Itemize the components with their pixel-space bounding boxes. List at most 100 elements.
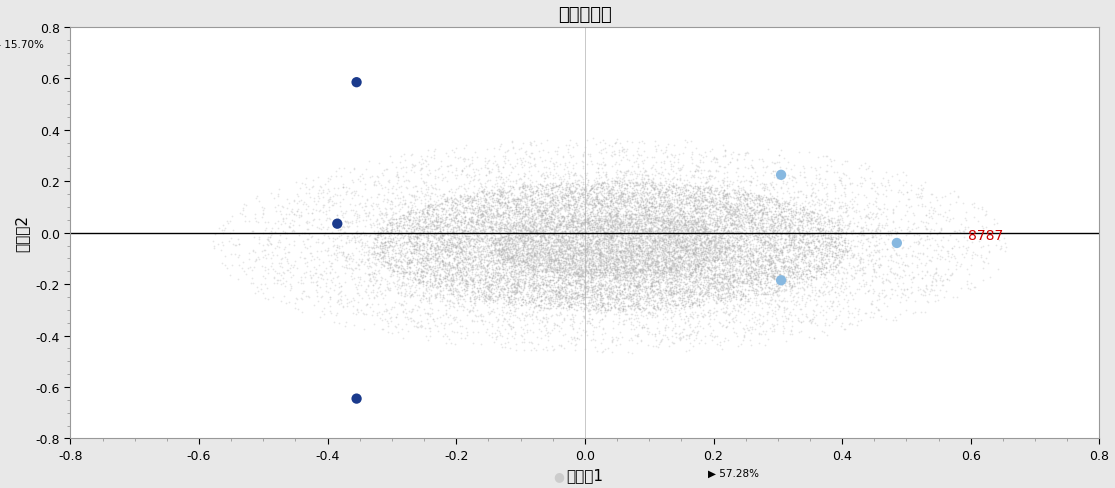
Point bbox=[715, 239, 733, 246]
Point bbox=[425, 272, 443, 280]
Point bbox=[501, 212, 518, 220]
Point bbox=[608, 271, 626, 279]
Point bbox=[448, 241, 466, 249]
Point bbox=[695, 292, 712, 300]
Point bbox=[450, 225, 468, 233]
Point bbox=[550, 236, 568, 244]
Point bbox=[643, 233, 661, 241]
Point bbox=[689, 264, 707, 271]
Point bbox=[607, 204, 624, 212]
Point bbox=[744, 286, 762, 294]
Point bbox=[676, 256, 694, 264]
Point bbox=[603, 272, 621, 280]
Point bbox=[762, 261, 779, 268]
Point bbox=[598, 264, 615, 272]
Point bbox=[598, 266, 615, 274]
Point bbox=[575, 220, 593, 227]
Point bbox=[580, 262, 598, 270]
Point bbox=[501, 161, 518, 168]
Point bbox=[850, 280, 867, 287]
Point bbox=[882, 265, 900, 273]
Point bbox=[558, 237, 575, 245]
Point bbox=[636, 283, 653, 291]
Point bbox=[590, 282, 608, 289]
Point bbox=[481, 168, 498, 176]
Point bbox=[537, 239, 555, 246]
Point bbox=[507, 155, 525, 163]
Point bbox=[389, 276, 407, 284]
Point bbox=[472, 286, 489, 294]
Point bbox=[779, 254, 797, 262]
Point bbox=[690, 218, 708, 226]
Point bbox=[659, 288, 677, 296]
Point bbox=[510, 196, 527, 203]
Point bbox=[764, 232, 782, 240]
Point bbox=[640, 224, 658, 232]
Point bbox=[896, 232, 914, 240]
Point bbox=[498, 265, 516, 273]
Point bbox=[756, 255, 774, 263]
Point bbox=[717, 190, 735, 198]
Point bbox=[792, 188, 809, 196]
Point bbox=[505, 284, 523, 291]
Point bbox=[397, 250, 415, 258]
Point bbox=[717, 289, 735, 297]
Point bbox=[712, 279, 730, 286]
Point bbox=[437, 273, 455, 281]
Point bbox=[495, 266, 513, 274]
Point bbox=[515, 238, 533, 246]
Point bbox=[786, 230, 804, 238]
Point bbox=[627, 206, 644, 214]
Point bbox=[525, 156, 543, 163]
Point bbox=[704, 232, 721, 240]
Point bbox=[802, 212, 820, 220]
Point bbox=[679, 227, 697, 235]
Point bbox=[491, 247, 508, 255]
Point bbox=[715, 259, 733, 267]
Point bbox=[609, 233, 627, 241]
Point bbox=[582, 277, 600, 285]
Point bbox=[479, 268, 497, 276]
Point bbox=[518, 213, 536, 221]
Point bbox=[644, 216, 662, 224]
Point bbox=[523, 222, 541, 229]
Point bbox=[655, 331, 672, 339]
Point bbox=[405, 248, 423, 256]
Point bbox=[517, 201, 535, 209]
Point bbox=[586, 239, 604, 246]
Point bbox=[578, 252, 595, 260]
Point bbox=[580, 177, 598, 184]
Point bbox=[735, 226, 753, 234]
Point bbox=[458, 171, 476, 179]
Point bbox=[582, 294, 600, 302]
Point bbox=[546, 214, 564, 222]
Point bbox=[472, 202, 489, 210]
Point bbox=[628, 237, 646, 245]
Point bbox=[414, 280, 432, 288]
Point bbox=[365, 222, 382, 229]
Point bbox=[471, 294, 488, 302]
Point bbox=[729, 208, 747, 216]
Point bbox=[607, 292, 624, 300]
Point bbox=[530, 188, 547, 196]
Point bbox=[426, 203, 444, 211]
Point bbox=[653, 231, 671, 239]
Point bbox=[448, 258, 466, 266]
Point bbox=[558, 273, 575, 281]
Point bbox=[486, 278, 504, 285]
Point bbox=[561, 299, 579, 306]
Point bbox=[547, 238, 565, 246]
Point bbox=[692, 281, 710, 288]
Point bbox=[589, 286, 607, 294]
Point bbox=[666, 237, 683, 245]
Point bbox=[714, 271, 731, 279]
Point bbox=[502, 306, 520, 314]
Point bbox=[591, 243, 609, 251]
Point bbox=[521, 293, 539, 301]
Point bbox=[699, 265, 717, 273]
Point bbox=[788, 252, 806, 260]
Point bbox=[475, 222, 493, 229]
Point bbox=[822, 261, 840, 268]
Point bbox=[530, 319, 547, 327]
Point bbox=[488, 251, 506, 259]
